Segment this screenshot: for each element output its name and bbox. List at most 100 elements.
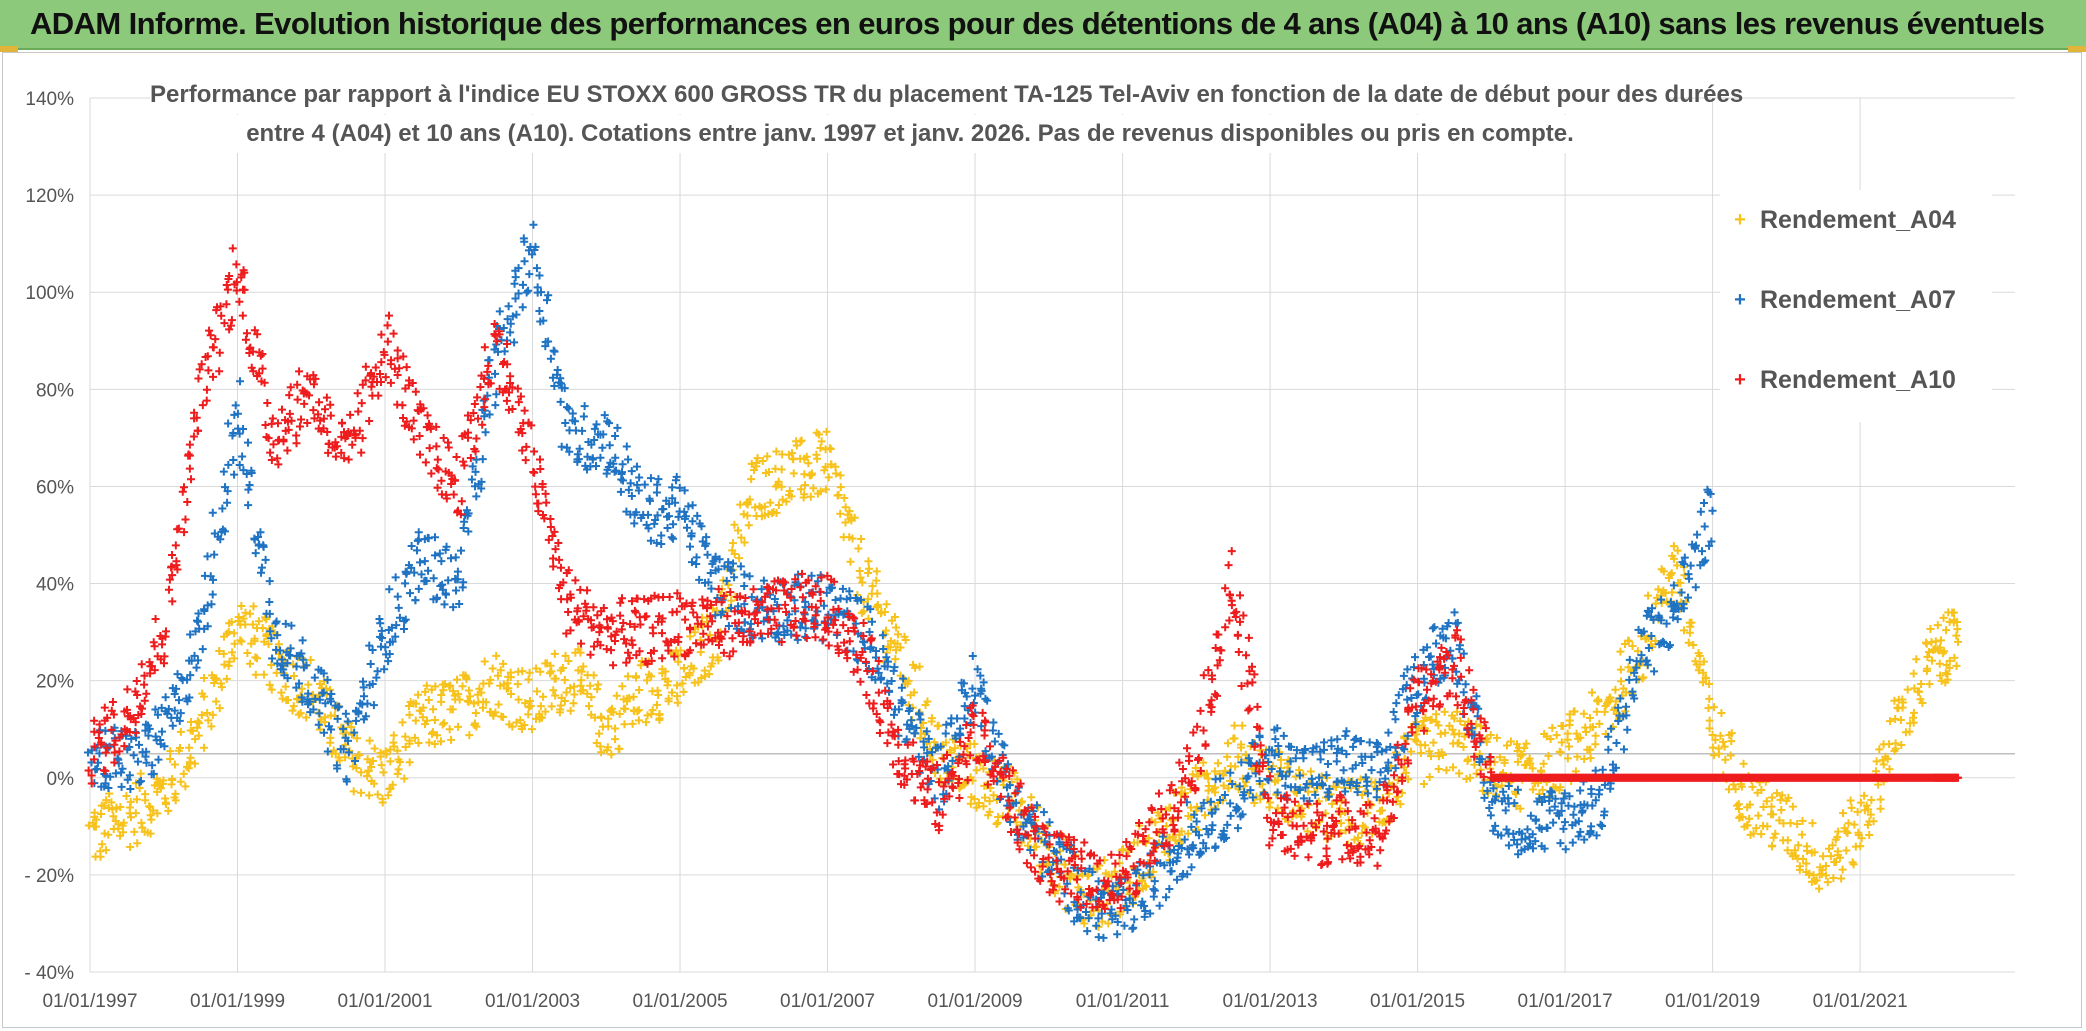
data-point [532, 664, 541, 673]
data-point [283, 674, 292, 683]
data-point [228, 648, 237, 657]
data-point [469, 699, 478, 708]
data-point [1315, 773, 1324, 782]
data-point [1799, 854, 1808, 863]
data-point [704, 578, 713, 587]
data-point [1304, 853, 1313, 862]
data-point [335, 702, 344, 711]
data-point [323, 747, 332, 756]
data-point [398, 718, 407, 727]
data-point [447, 735, 456, 744]
data-point [333, 714, 342, 723]
data-point [763, 452, 772, 461]
data-point [1352, 778, 1361, 787]
data-point [887, 677, 896, 686]
data-point [1705, 694, 1714, 703]
data-point [203, 552, 212, 561]
data-point [204, 366, 213, 375]
data-point [1697, 547, 1706, 556]
data-point [1411, 653, 1420, 662]
data-point [1110, 867, 1119, 876]
data-point [1917, 680, 1926, 689]
data-point [132, 795, 141, 804]
data-point [251, 549, 260, 558]
data-point [378, 634, 387, 643]
data-point [292, 431, 301, 440]
data-point [1113, 930, 1122, 939]
data-point [907, 722, 916, 731]
data-point [1006, 817, 1015, 826]
data-point [1273, 724, 1282, 733]
data-point [981, 793, 990, 802]
data-point [1812, 876, 1821, 885]
data-point [615, 744, 624, 753]
data-point [541, 489, 550, 498]
data-point [496, 681, 505, 690]
data-point [713, 593, 722, 602]
data-point [230, 654, 239, 663]
data-point [1549, 818, 1558, 827]
data-point [1265, 841, 1274, 850]
data-point [1307, 774, 1316, 783]
data-point [1570, 802, 1579, 811]
data-point [141, 726, 150, 735]
data-point [197, 711, 206, 720]
data-point [326, 697, 335, 706]
data-point [1207, 826, 1216, 835]
data-point [646, 536, 655, 545]
data-point [224, 419, 233, 428]
data-point [796, 485, 805, 494]
data-point [1341, 731, 1350, 740]
data-point [1485, 804, 1494, 813]
data-point [335, 756, 344, 765]
data-point [618, 682, 627, 691]
data-point [1055, 897, 1064, 906]
data-point [1184, 756, 1193, 765]
data-point [827, 583, 836, 592]
data-point [1107, 850, 1116, 859]
data-point [1353, 788, 1362, 797]
data-point [674, 657, 683, 666]
data-point [416, 558, 425, 567]
data-point [813, 607, 822, 616]
data-point [186, 718, 195, 727]
data-point [405, 710, 414, 719]
data-point [1306, 767, 1315, 776]
data-point [545, 669, 554, 678]
data-point [485, 679, 494, 688]
data-point [624, 485, 633, 494]
data-point [1173, 875, 1182, 884]
data-point [804, 459, 813, 468]
data-point [634, 486, 643, 495]
data-point [95, 720, 104, 729]
data-point [154, 755, 163, 764]
data-point [898, 698, 907, 707]
data-point [535, 455, 544, 464]
data-point [635, 473, 644, 482]
data-point [1340, 778, 1349, 787]
data-point [204, 716, 213, 725]
data-point [1104, 919, 1113, 928]
data-point [692, 553, 701, 562]
data-point [565, 447, 574, 456]
data-point [730, 573, 739, 582]
data-point [1844, 819, 1853, 828]
data-point [836, 483, 845, 492]
data-point [341, 753, 350, 762]
data-point [161, 800, 170, 809]
data-point [551, 691, 560, 700]
data-point [208, 710, 217, 719]
data-point [198, 645, 207, 654]
data-point [624, 648, 633, 657]
data-point [1285, 767, 1294, 776]
data-point [861, 657, 870, 666]
data-point [531, 490, 540, 499]
data-point [1092, 885, 1101, 894]
data-point [658, 654, 667, 663]
data-point [983, 696, 992, 705]
data-point [1767, 802, 1776, 811]
data-point [236, 377, 245, 386]
data-point [1909, 669, 1918, 678]
data-point [1244, 754, 1253, 763]
data-point [1140, 901, 1149, 910]
